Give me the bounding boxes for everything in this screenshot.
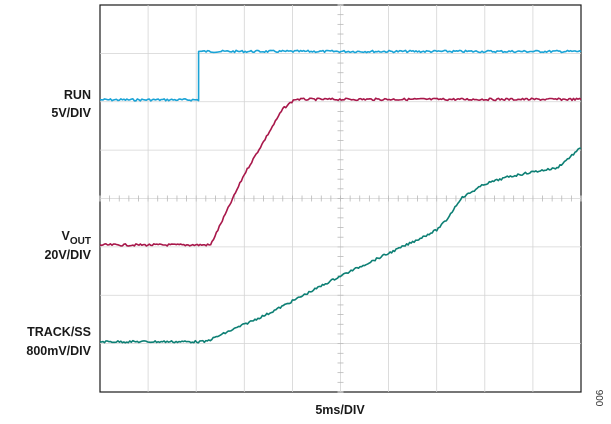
trace-run: [99, 49, 582, 102]
traces: [99, 49, 582, 344]
track-ss-scale-label: 800mV/DIV: [26, 344, 91, 358]
vout-label-main: V: [62, 229, 71, 243]
run-label: RUN: [64, 88, 91, 102]
vout-label-subscript: OUT: [70, 236, 91, 247]
vout-scale-label: 20V/DIV: [44, 248, 91, 262]
x-axis-label: 5ms/DIV: [315, 403, 365, 417]
vout-label: VOUT: [62, 229, 91, 247]
run-scale-label: 5V/DIV: [51, 106, 91, 120]
grid: [99, 4, 582, 393]
track-ss-label: TRACK/SS: [27, 325, 91, 339]
figure-number: 006: [595, 389, 606, 406]
trace-track-ss: [99, 147, 582, 344]
trace-vout: [99, 97, 582, 247]
